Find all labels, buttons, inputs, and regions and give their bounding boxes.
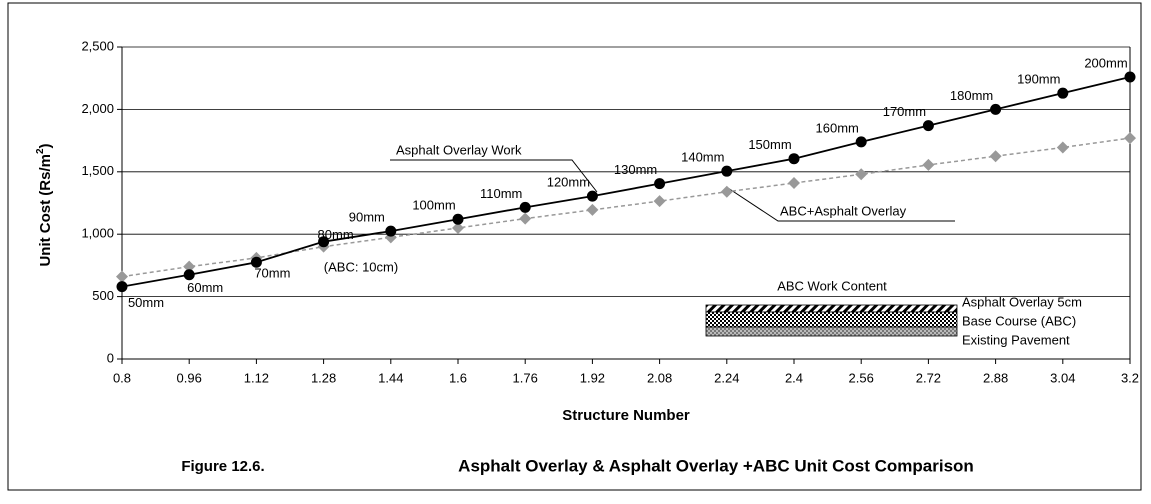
data-point — [184, 269, 195, 280]
layer-label: Base Course (ABC) — [962, 313, 1076, 328]
data-point — [117, 281, 128, 292]
data-point — [1057, 141, 1069, 153]
point-label: 190mm — [1017, 72, 1060, 87]
layer-asphalt — [706, 305, 957, 312]
data-point — [520, 202, 531, 213]
series-line — [122, 138, 1130, 277]
y-tick-label: 2,000 — [81, 101, 114, 116]
x-tick-label: 3.2 — [1121, 370, 1139, 385]
point-label: 90mm — [349, 210, 385, 225]
data-point — [453, 214, 464, 225]
y-axis-title-text: Unit Cost (Rs/m — [37, 154, 54, 267]
series-line — [122, 77, 1130, 287]
layer-label: Existing Pavement — [962, 332, 1070, 347]
point-label: 110mm — [480, 186, 522, 201]
layer-existing — [706, 327, 957, 336]
series-callout: ABC+Asphalt Overlay — [780, 203, 907, 218]
point-label: 200mm — [1084, 55, 1127, 70]
data-point — [990, 150, 1002, 162]
data-point — [1124, 132, 1136, 144]
chart: Figure 12.6. Asphalt Overlay & Asphalt O… — [0, 0, 1151, 499]
data-point — [654, 178, 665, 189]
point-label: 150mm — [748, 137, 791, 152]
annotation: (ABC: 10cm) — [324, 259, 398, 274]
data-point — [721, 166, 732, 177]
point-label: 100mm — [412, 198, 455, 213]
x-tick-label: 1.76 — [513, 370, 538, 385]
data-point — [116, 271, 128, 283]
data-point — [1125, 71, 1136, 82]
x-tick-label: 1.28 — [311, 370, 336, 385]
x-tick-label: 2.88 — [983, 370, 1008, 385]
series-callout: Asphalt Overlay Work — [396, 142, 522, 157]
x-tick-label: 2.4 — [785, 370, 803, 385]
point-label: 170mm — [883, 104, 926, 119]
point-label: 120mm — [547, 175, 590, 190]
data-point — [586, 204, 598, 216]
layer-legend-title: ABC Work Content — [777, 278, 887, 293]
x-tick-label: 0.96 — [177, 370, 202, 385]
data-point — [922, 159, 934, 171]
x-tick-label: 2.08 — [647, 370, 672, 385]
x-tick-label: 2.72 — [916, 370, 941, 385]
x-axis-title: Structure Number — [562, 407, 690, 424]
data-point — [990, 104, 1001, 115]
point-label: 140mm — [681, 150, 724, 165]
data-point — [587, 191, 598, 202]
figure-label: Figure 12.6. — [181, 458, 264, 475]
x-tick-label: 2.56 — [849, 370, 874, 385]
data-point — [856, 136, 867, 147]
x-tick-label: 0.8 — [113, 370, 131, 385]
layer-base — [706, 312, 957, 327]
y-axis-title: Unit Cost (Rs/m2) — [35, 143, 54, 266]
point-label: 60mm — [187, 280, 223, 295]
chart-title: Asphalt Overlay & Asphalt Overlay +ABC U… — [458, 456, 974, 475]
x-tick-label: 3.04 — [1050, 370, 1075, 385]
y-tick-label: 2,500 — [81, 38, 114, 53]
x-tick-label: 2.24 — [714, 370, 739, 385]
point-label: 50mm — [128, 295, 164, 310]
point-label: 70mm — [254, 266, 290, 281]
data-point — [788, 177, 800, 189]
y-axis-title-end: ) — [37, 143, 54, 148]
data-point — [519, 213, 531, 225]
point-label: 180mm — [950, 88, 993, 103]
y-tick-label: 1,500 — [81, 163, 114, 178]
y-tick-label: 1,000 — [81, 226, 114, 241]
data-point — [923, 120, 934, 131]
x-tick-label: 1.6 — [449, 370, 467, 385]
data-point — [385, 226, 396, 237]
point-label: 80mm — [318, 227, 354, 242]
x-tick-label: 1.12 — [244, 370, 269, 385]
data-point — [721, 186, 733, 198]
x-tick-label: 1.92 — [580, 370, 605, 385]
data-point — [1057, 88, 1068, 99]
data-point — [855, 168, 867, 180]
point-label: 130mm — [614, 162, 657, 177]
y-tick-label: 0 — [107, 350, 114, 365]
y-tick-label: 500 — [92, 288, 114, 303]
data-point — [654, 195, 666, 207]
x-tick-label: 1.44 — [378, 370, 403, 385]
data-point — [789, 153, 800, 164]
point-label: 160mm — [816, 120, 859, 135]
